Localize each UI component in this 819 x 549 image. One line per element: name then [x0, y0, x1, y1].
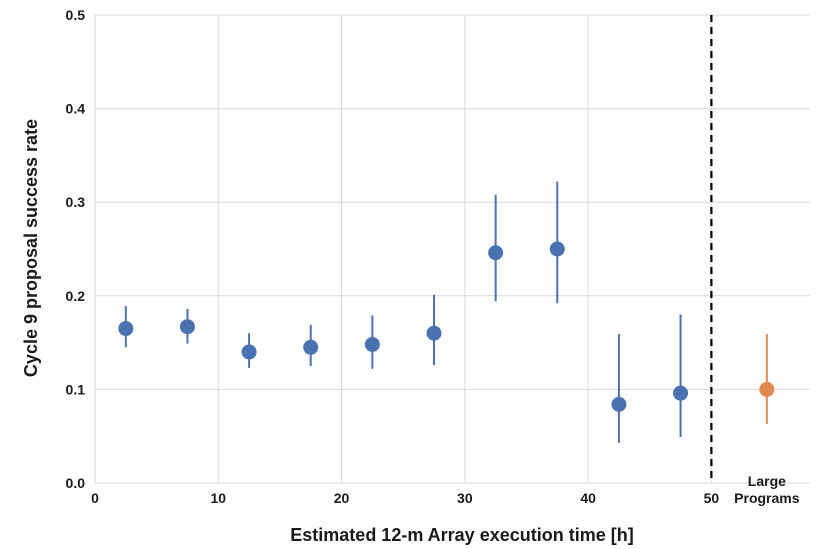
data-point [759, 334, 775, 425]
x-tick-label: 10 [210, 490, 226, 506]
point-marker [303, 339, 319, 355]
y-tick-label: 0.4 [66, 101, 86, 117]
point-marker [364, 336, 380, 352]
data-point [303, 324, 319, 366]
data-points [118, 181, 775, 443]
data-point [673, 314, 689, 438]
data-point [364, 315, 380, 369]
point-marker [241, 344, 257, 360]
x-tick-label: 50 [704, 490, 720, 506]
point-marker [611, 396, 627, 412]
gridlines [94, 14, 810, 484]
point-marker [179, 319, 195, 335]
x-tick-labels: 0 10 20 30 40 50 [91, 490, 719, 506]
y-tick-labels: 0.0 0.1 0.2 0.3 0.4 0.5 [66, 7, 86, 491]
y-tick-label: 0.3 [66, 194, 86, 210]
x-tick-label: 40 [580, 490, 596, 506]
data-point [179, 308, 195, 344]
data-point [241, 333, 257, 368]
y-tick-label: 0.1 [66, 381, 86, 397]
large-programs-label-line1: Large [748, 473, 786, 489]
y-tick-label: 0.0 [66, 475, 86, 491]
point-marker [118, 321, 134, 337]
data-point [611, 334, 627, 443]
x-tick-label: 20 [334, 490, 350, 506]
x-tick-label: 0 [91, 490, 99, 506]
point-marker [673, 385, 689, 401]
data-point [549, 181, 565, 304]
y-axis-title: Cycle 9 proposal success rate [21, 119, 41, 377]
data-point [426, 294, 442, 366]
point-marker [488, 245, 504, 261]
data-point [488, 194, 504, 302]
x-tick-label: 30 [457, 490, 473, 506]
point-marker [759, 381, 775, 397]
data-point [118, 306, 134, 348]
y-tick-label: 0.5 [66, 7, 86, 23]
point-marker [549, 241, 565, 257]
large-programs-label-line2: Programs [734, 490, 800, 506]
x-axis-title: Estimated 12-m Array execution time [h] [290, 525, 633, 545]
point-marker [426, 325, 442, 341]
y-tick-label: 0.2 [66, 288, 86, 304]
